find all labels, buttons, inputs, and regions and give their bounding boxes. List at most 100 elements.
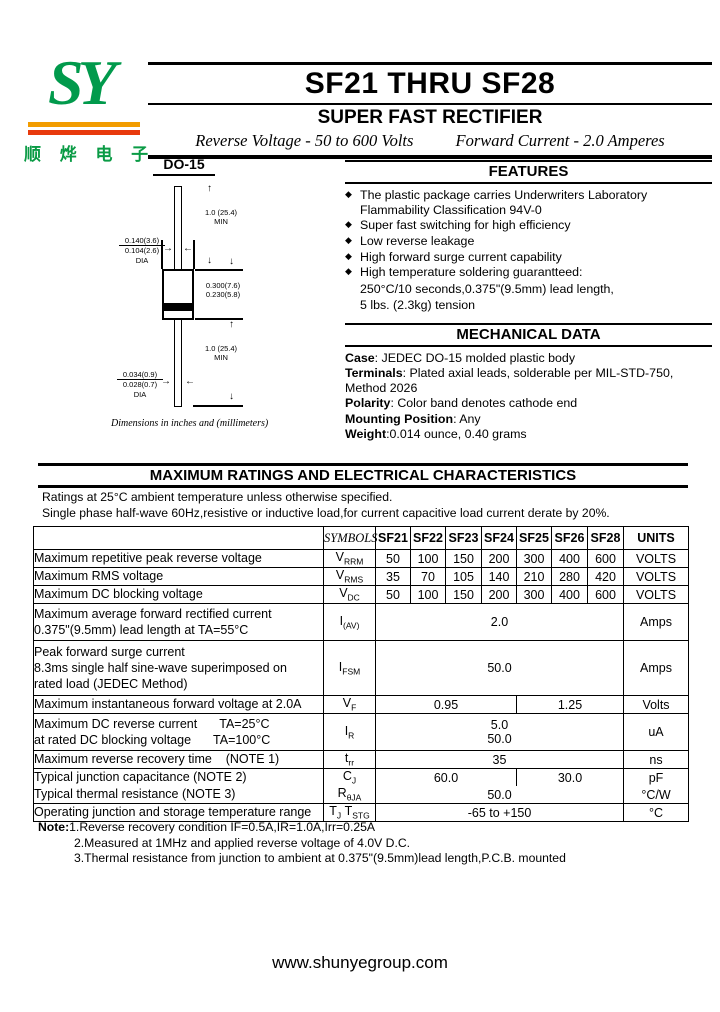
- tagline-forward-current: Forward Current - 2.0 Amperes: [455, 131, 665, 150]
- right-column: FEATURES ◆ The plastic package carries Un…: [345, 160, 712, 442]
- package-diagram: DO-15 ↑ ↓ 1.0 (25.4) MIN 0.140(3.6) 0.10…: [105, 156, 345, 446]
- table-header-row: SYMBOLS SF21 SF22 SF23 SF24 SF25 SF26 SF…: [33, 526, 689, 550]
- dim-lead-diameter: 0.034(0.9) 0.028(0.7) DIA: [117, 370, 163, 399]
- dim-arrow-up-icon: ↑: [229, 319, 234, 330]
- bullet-icon: ◆: [345, 250, 352, 261]
- mech-line-method: Method 2026: [345, 381, 418, 396]
- row-vrrm: Maximum repetitive peak reverse voltage …: [33, 549, 689, 568]
- features-rule-bottom: [345, 182, 712, 184]
- dim-arrow-up-icon: ↑: [207, 183, 212, 194]
- note-line-3: 3.Thermal resistance from junction to am…: [74, 851, 566, 866]
- dim-arrow-right-icon: →: [161, 376, 171, 387]
- notes: Note:1.Reverse recovery condition IF=0.5…: [38, 820, 688, 867]
- diode-lead-bottom: [174, 319, 182, 407]
- dim-arrow-down-icon: ↓: [229, 391, 234, 402]
- logo-stripe-red: [28, 130, 140, 135]
- ratings-intro-line1: Ratings at 25°C ambient temperature unle…: [42, 490, 393, 504]
- row-vf: Maximum instantaneous forward voltage at…: [33, 695, 689, 714]
- ratings-intro: Ratings at 25°C ambient temperature unle…: [42, 489, 692, 522]
- col-header-sf24: SF24: [481, 526, 517, 550]
- dim-arrow-down-icon: ↓: [229, 256, 234, 267]
- mech-line-terminals: Terminals: Plated axial leads, solderabl…: [345, 366, 674, 381]
- header-empty-cell: [33, 526, 324, 550]
- dim-lead-length-top: 1.0 (25.4) MIN: [204, 208, 238, 227]
- dim-line-body-top: [195, 269, 243, 271]
- dim-body-diameter: 0.140(3.6) 0.104(2.6) DIA: [119, 236, 165, 265]
- row-iav: Maximum average forward rectified curren…: [33, 603, 689, 641]
- feature-continuation: 250°C/10 seconds,0.375"(9.5mm) lead leng…: [360, 281, 614, 296]
- ratings-table: SYMBOLS SF21 SF22 SF23 SF24 SF25 SF26 SF…: [33, 526, 689, 822]
- logo-stripe-orange: [28, 122, 140, 127]
- row-ifsm: Peak forward surge current 8.3ms single …: [33, 640, 689, 696]
- diode-lead-top: [174, 186, 182, 271]
- feature-item: ◆ High forward surge current capability: [345, 249, 562, 264]
- mech-line-case: Case: JEDEC DO-15 molded plastic body: [345, 351, 576, 365]
- bullet-icon: ◆: [345, 234, 352, 245]
- header-rule-bottom: [148, 155, 712, 159]
- header-rule-mid: [148, 103, 712, 105]
- dim-arrow-down-icon: ↓: [207, 255, 212, 266]
- symbols-header: SYMBOLS: [323, 526, 377, 550]
- cathode-band: [164, 303, 192, 311]
- row-tj-tstg: Operating junction and storage temperatu…: [33, 803, 689, 822]
- mechanical-rule-top: [345, 323, 712, 325]
- mechanical-title: MECHANICAL DATA: [456, 326, 601, 343]
- features-rule-top: [345, 160, 712, 162]
- footer-url: www.shunyegroup.com: [272, 953, 448, 972]
- header: SF21 THRU SF28 SUPER FAST RECTIFIER Reve…: [148, 62, 712, 159]
- bullet-icon: ◆: [345, 266, 352, 277]
- feature-item: ◆ Low reverse leakage: [345, 233, 475, 248]
- dim-lead-length-bottom: 1.0 (25.4) MIN: [204, 344, 238, 363]
- ratings-intro-line2: Single phase half-wave 60Hz,resistive or…: [42, 506, 610, 521]
- dim-arrow-left-icon: ←: [183, 243, 193, 254]
- header-rule-top: [148, 62, 712, 65]
- row-vrms: Maximum RMS voltage VRMS 35 70 105 140 2…: [33, 567, 689, 586]
- col-header-sf26: SF26: [551, 526, 588, 550]
- row-vdc: Maximum DC blocking voltage VDC 50 100 1…: [33, 585, 689, 604]
- mechanical-rule-bottom: [345, 345, 712, 347]
- feature-item: ◆ The plastic package carries Underwriter…: [345, 188, 648, 217]
- logo-company-name: 顺 烨 电 子: [24, 145, 156, 164]
- feature-continuation: 5 lbs. (2.3kg) tension: [360, 297, 476, 312]
- col-header-sf21: SF21: [375, 526, 411, 550]
- mech-line-weight: Weight:0.014 ounce, 0.40 grams: [345, 426, 527, 441]
- row-cj: Typical junction capacitance (NOTE 2) CJ…: [33, 768, 689, 786]
- mechanical-lines: Case: JEDEC DO-15 molded plastic body Te…: [345, 351, 712, 442]
- package-name: DO-15: [153, 156, 215, 176]
- row-trr: Maximum reverse recovery time (NOTE 1) t…: [33, 750, 689, 769]
- tagline-reverse-voltage: Reverse Voltage - 50 to 600 Volts: [195, 131, 414, 150]
- note-line-1: Note:1.Reverse recovery condition IF=0.5…: [38, 820, 376, 834]
- logo-sy-mark: SY: [48, 47, 117, 118]
- dim-extension-line: [161, 240, 163, 269]
- features-title: FEATURES: [488, 163, 569, 180]
- feature-item: ◆ High temperature soldering guarantteed:: [345, 265, 583, 280]
- units-header: UNITS: [623, 526, 689, 550]
- dim-line-lead-end: [193, 405, 243, 407]
- diagram-caption: Dimensions in inches and (millimeters): [111, 418, 269, 429]
- note-line-2: 2.Measured at 1MHz and applied reverse v…: [74, 835, 411, 850]
- dim-body-length: 0.300(7.6) 0.230(5.8): [205, 281, 241, 300]
- dim-extension-line: [193, 240, 195, 269]
- dim-arrow-left-icon: ←: [185, 376, 195, 387]
- col-header-sf28: SF28: [587, 526, 624, 550]
- dim-line-body-bottom: [195, 318, 243, 320]
- ratings-heading: MAXIMUM RATINGS AND ELECTRICAL CHARACTER…: [38, 463, 688, 488]
- bullet-icon: ◆: [345, 219, 352, 230]
- dim-arrow-right-icon: →: [163, 243, 173, 254]
- mech-line-mounting: Mounting Position: Any: [345, 411, 481, 426]
- col-header-sf25: SF25: [516, 526, 552, 550]
- features-list: ◆ The plastic package carries Underwriter…: [345, 188, 712, 280]
- row-rthja: Typical thermal resistance (NOTE 3) RθJA…: [33, 786, 689, 804]
- col-header-sf23: SF23: [445, 526, 482, 550]
- diode-body: [162, 269, 194, 320]
- feature-item: ◆ Super fast switching for high efficienc…: [345, 218, 571, 233]
- page-title: SF21 THRU SF28: [304, 67, 556, 100]
- mech-line-polarity: Polarity: Color band denotes cathode end: [345, 396, 578, 411]
- bullet-icon: ◆: [345, 189, 352, 199]
- row-ir: Maximum DC reverse current TA=25°C at rat…: [33, 713, 689, 751]
- tagline: Reverse Voltage - 50 to 600 Volts Forwar…: [148, 129, 712, 153]
- company-logo: SY 顺 烨 电 子: [20, 47, 148, 164]
- col-header-sf22: SF22: [410, 526, 446, 550]
- ratings-title: MAXIMUM RATINGS AND ELECTRICAL CHARACTER…: [149, 467, 577, 484]
- ratings-rule-top: [38, 463, 688, 466]
